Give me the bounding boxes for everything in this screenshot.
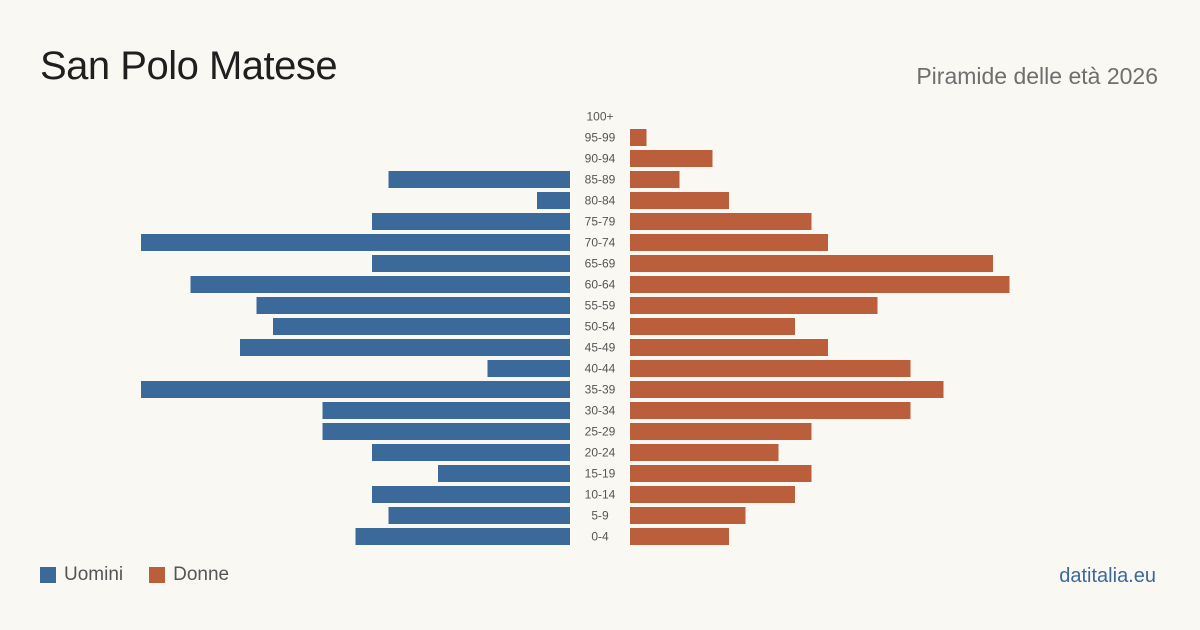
bar-male-50-54	[273, 318, 570, 335]
bar-male-5-9	[388, 507, 570, 524]
bar-male-25-29	[322, 423, 570, 440]
legend-swatch-female	[149, 567, 166, 583]
bar-female-15-19	[630, 465, 812, 482]
bar-female-55-59	[630, 297, 878, 314]
bar-female-25-29	[630, 423, 812, 440]
chart-title: San Polo Matese	[40, 44, 338, 88]
bar-female-50-54	[630, 318, 795, 335]
bar-female-85-89	[630, 171, 680, 188]
age-label-15-19: 15-19	[585, 467, 616, 481]
bar-male-45-49	[240, 339, 570, 356]
bar-male-70-74	[141, 234, 570, 251]
age-label-90-94: 90-94	[585, 152, 616, 166]
legend-item-male: Uomini	[40, 564, 123, 586]
bar-female-30-34	[630, 402, 911, 419]
legend-label-female: Donne	[173, 564, 230, 585]
age-label-25-29: 25-29	[585, 425, 616, 439]
bar-male-0-4	[355, 528, 570, 545]
chart-subtitle: Piramide delle età 2026	[916, 63, 1158, 89]
bar-male-60-64	[190, 276, 570, 293]
bar-female-40-44	[630, 360, 911, 377]
bar-female-20-24	[630, 444, 779, 461]
legend-item-female: Donne	[149, 564, 229, 586]
bar-male-10-14	[372, 486, 570, 503]
age-label-70-74: 70-74	[585, 236, 616, 250]
bar-female-5-9	[630, 507, 746, 524]
brand-link[interactable]: datitalia.eu	[1059, 565, 1156, 587]
bar-female-0-4	[630, 528, 729, 545]
bar-male-75-79	[372, 213, 570, 230]
age-label-30-34: 30-34	[585, 404, 616, 418]
age-label-75-79: 75-79	[585, 215, 616, 229]
bar-female-90-94	[630, 150, 713, 167]
bar-female-10-14	[630, 486, 795, 503]
age-label-55-59: 55-59	[585, 299, 616, 313]
age-label-80-84: 80-84	[585, 194, 616, 208]
bar-female-95-99	[630, 129, 647, 146]
legend: Uomini Donne	[40, 564, 229, 586]
bar-male-30-34	[322, 402, 570, 419]
bar-male-15-19	[438, 465, 570, 482]
legend-swatch-male	[40, 567, 56, 583]
bar-female-45-49	[630, 339, 828, 356]
age-label-0-4: 0-4	[591, 530, 609, 544]
bar-female-80-84	[630, 192, 729, 209]
bar-male-85-89	[388, 171, 570, 188]
bar-male-20-24	[372, 444, 570, 461]
bar-female-60-64	[630, 276, 1010, 293]
bar-male-80-84	[537, 192, 570, 209]
age-label-50-54: 50-54	[585, 320, 616, 334]
age-label-60-64: 60-64	[585, 278, 616, 292]
age-label-5-9: 5-9	[591, 509, 609, 523]
age-label-100+: 100+	[586, 110, 613, 124]
age-label-95-99: 95-99	[585, 131, 616, 145]
bar-male-55-59	[256, 297, 570, 314]
age-label-20-24: 20-24	[585, 446, 616, 460]
age-label-45-49: 45-49	[585, 341, 616, 355]
bar-female-70-74	[630, 234, 828, 251]
bar-female-35-39	[630, 381, 944, 398]
legend-label-male: Uomini	[64, 564, 124, 585]
bar-female-75-79	[630, 213, 812, 230]
age-label-10-14: 10-14	[585, 488, 616, 502]
bar-male-65-69	[372, 255, 570, 272]
age-label-35-39: 35-39	[585, 383, 616, 397]
bar-male-35-39	[141, 381, 570, 398]
age-label-65-69: 65-69	[585, 257, 616, 271]
bar-female-65-69	[630, 255, 993, 272]
age-label-85-89: 85-89	[585, 173, 616, 187]
bar-male-40-44	[487, 360, 570, 377]
age-label-40-44: 40-44	[585, 362, 616, 376]
